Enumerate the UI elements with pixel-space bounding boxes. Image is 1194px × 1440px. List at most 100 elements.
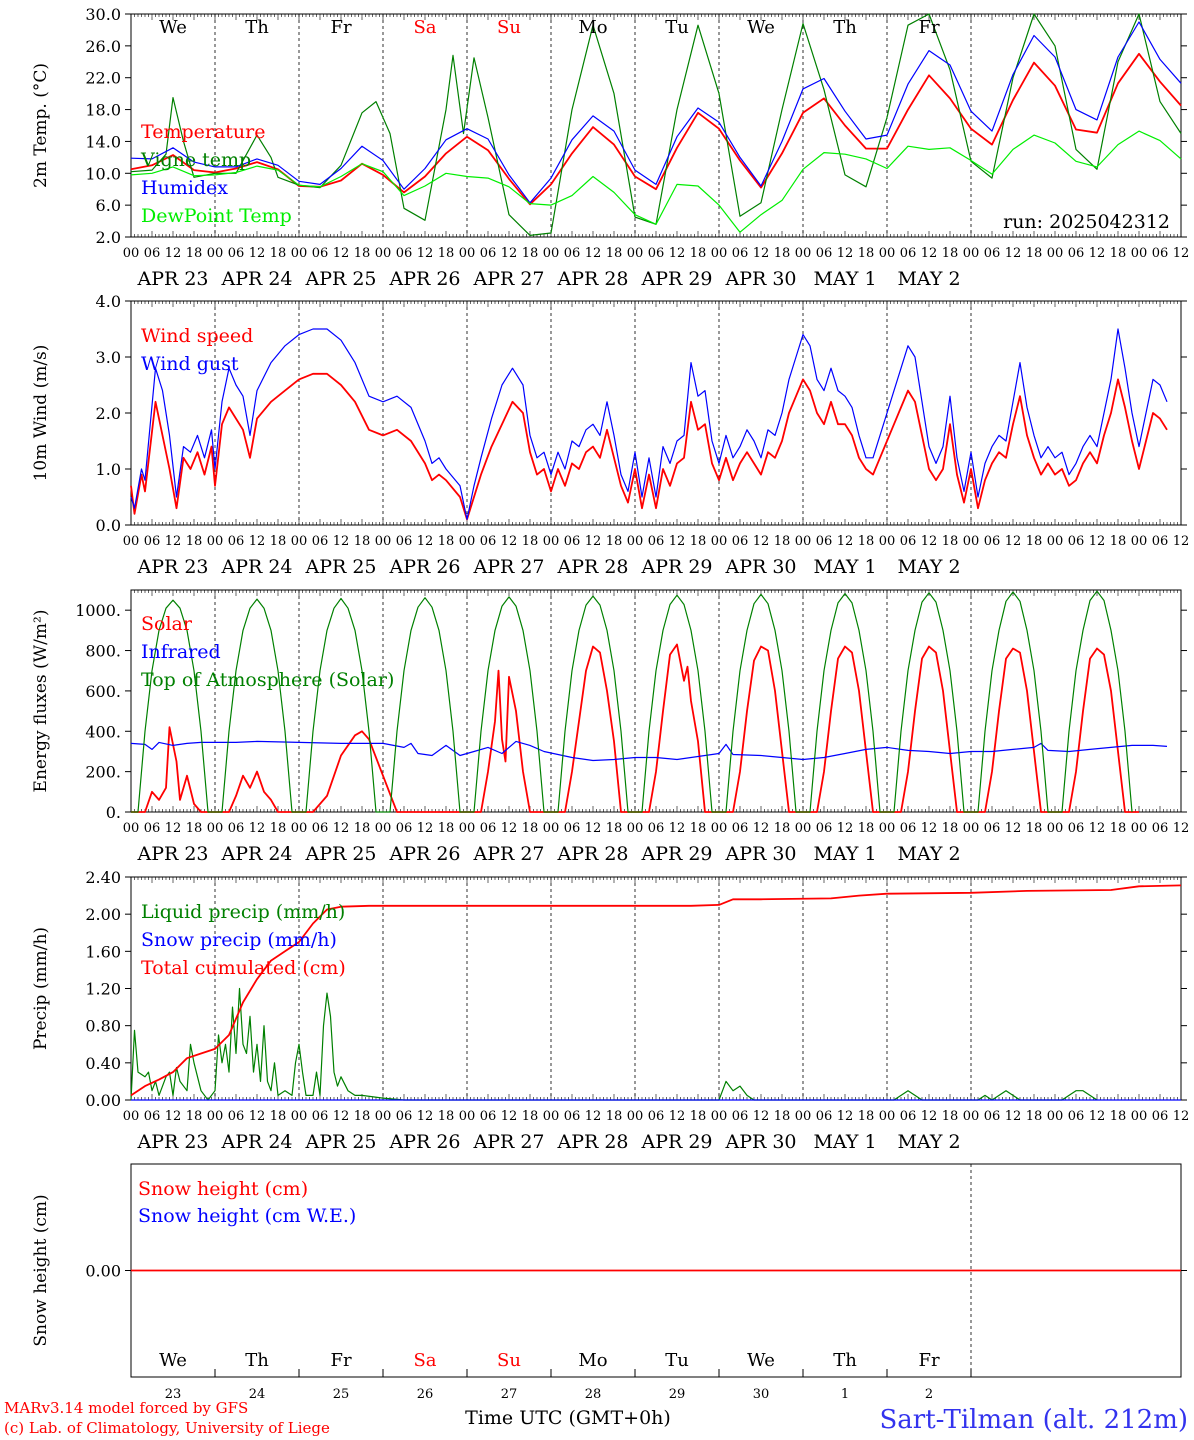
hour-tick-label: 18 bbox=[858, 821, 875, 836]
hour-tick-label: 12 bbox=[753, 246, 770, 261]
y-tick-label: 0.0 bbox=[96, 516, 121, 535]
day-name: Mo bbox=[578, 17, 607, 38]
day-name: Th bbox=[833, 17, 857, 38]
legend-entry: Vigne temp bbox=[140, 149, 251, 171]
hour-tick-label: 12 bbox=[837, 534, 854, 549]
date-label: APR 30 bbox=[724, 556, 796, 578]
y-axis-label: Precip (mm/h) bbox=[31, 927, 51, 1050]
hour-tick-label: 12 bbox=[501, 246, 518, 261]
hour-tick-label: 12 bbox=[417, 534, 434, 549]
date-label: APR 26 bbox=[388, 268, 460, 290]
date-label: APR 28 bbox=[556, 1131, 628, 1153]
hour-tick-label: 06 bbox=[984, 534, 1001, 549]
y-tick-label: 1.20 bbox=[85, 980, 121, 999]
hour-tick-label: 06 bbox=[1068, 1109, 1085, 1124]
series-line bbox=[130, 987, 1098, 1101]
hour-tick-label: 06 bbox=[732, 821, 749, 836]
hour-tick-label: 06 bbox=[144, 1109, 161, 1124]
hour-tick-label: 00 bbox=[207, 1109, 224, 1124]
hour-tick-label: 12 bbox=[1173, 534, 1190, 549]
hour-tick-label: 00 bbox=[123, 246, 140, 261]
legend-entry: Solar bbox=[141, 613, 193, 635]
date-label: MAY 1 bbox=[813, 843, 876, 865]
y-tick-label: 26.0 bbox=[85, 37, 121, 56]
series-line bbox=[131, 643, 1139, 813]
hour-tick-label: 12 bbox=[501, 821, 518, 836]
hour-tick-label: 12 bbox=[1089, 1109, 1106, 1124]
date-label: APR 26 bbox=[388, 1131, 460, 1153]
hour-tick-label: 12 bbox=[753, 1109, 770, 1124]
hour-tick-label: 06 bbox=[480, 1109, 497, 1124]
hour-tick-label: 12 bbox=[753, 534, 770, 549]
hour-tick-label: 12 bbox=[585, 534, 602, 549]
hour-tick-label: 12 bbox=[333, 246, 350, 261]
hour-tick-label: 06 bbox=[900, 1109, 917, 1124]
hour-tick-label: 06 bbox=[648, 821, 665, 836]
hour-tick-label: 06 bbox=[900, 246, 917, 261]
hour-tick-label: 00 bbox=[123, 821, 140, 836]
hour-tick-label: 00 bbox=[543, 246, 560, 261]
y-axis-label: Snow height (cm) bbox=[31, 1194, 51, 1346]
hour-tick-label: 06 bbox=[144, 821, 161, 836]
day-name: Fr bbox=[918, 17, 939, 38]
hour-tick-label: 18 bbox=[1110, 821, 1127, 836]
hour-tick-label: 12 bbox=[837, 1109, 854, 1124]
hour-tick-label: 06 bbox=[816, 246, 833, 261]
hour-tick-label: 12 bbox=[165, 821, 182, 836]
legend-entry: DewPoint Temp bbox=[141, 205, 292, 227]
hour-tick-label: 06 bbox=[396, 821, 413, 836]
hour-tick-label: 12 bbox=[1005, 1109, 1022, 1124]
y-tick-label: 2.00 bbox=[85, 905, 121, 924]
hour-tick-label: 00 bbox=[375, 1109, 392, 1124]
hour-tick-label: 06 bbox=[1152, 246, 1169, 261]
hour-tick-label: 00 bbox=[963, 534, 980, 549]
plot-frame bbox=[130, 589, 1182, 813]
panel-1: 00 06 12 18 00 06 12 18 00 06 12 18 00 06 12 18 00 06 12 18… bbox=[31, 5, 1189, 290]
hour-tick-label: 12 bbox=[333, 1109, 350, 1124]
hour-tick-label: 00 bbox=[1131, 534, 1148, 549]
hour-tick-label: 06 bbox=[312, 821, 329, 836]
y-tick-label: 22.0 bbox=[85, 69, 121, 88]
hour-tick-label: 18 bbox=[858, 534, 875, 549]
series-line bbox=[130, 372, 1168, 521]
hour-tick-label: 18 bbox=[438, 534, 455, 549]
hour-tick-label: 18 bbox=[1110, 534, 1127, 549]
hour-tick-label: 00 bbox=[1131, 246, 1148, 261]
hour-tick-label: 00 bbox=[207, 246, 224, 261]
hour-tick-label: 06 bbox=[144, 534, 161, 549]
hour-tick-label: 06 bbox=[228, 1109, 245, 1124]
legend-entry: Wind gust bbox=[141, 353, 239, 375]
hour-tick-label: 12 bbox=[585, 246, 602, 261]
hour-tick-label: 00 bbox=[711, 821, 728, 836]
hour-tick-label: 00 bbox=[879, 246, 896, 261]
hour-tick-label: 18 bbox=[774, 821, 791, 836]
hour-tick-label: 06 bbox=[1068, 246, 1085, 261]
hour-tick-label: 00 bbox=[795, 246, 812, 261]
hour-tick-label: 06 bbox=[312, 1109, 329, 1124]
date-label: MAY 2 bbox=[897, 268, 960, 290]
hour-tick-label: 18 bbox=[942, 534, 959, 549]
hour-tick-label: 00 bbox=[627, 534, 644, 549]
hour-tick-label: 18 bbox=[354, 534, 371, 549]
y-tick-label: 0. bbox=[106, 803, 121, 822]
time-axis-label: Time UTC (GMT+0h) bbox=[465, 1407, 671, 1429]
date-label: APR 24 bbox=[220, 268, 292, 290]
hour-tick-label: 18 bbox=[606, 246, 623, 261]
day-number: 23 bbox=[165, 1387, 182, 1402]
hour-tick-label: 00 bbox=[291, 246, 308, 261]
y-tick-label: 4.0 bbox=[96, 292, 121, 311]
hour-tick-label: 18 bbox=[354, 1109, 371, 1124]
date-label: MAY 1 bbox=[813, 268, 876, 290]
date-label: MAY 1 bbox=[813, 556, 876, 578]
hour-tick-label: 18 bbox=[606, 821, 623, 836]
hour-tick-label: 18 bbox=[1026, 1109, 1043, 1124]
day-number: 26 bbox=[417, 1387, 434, 1402]
y-tick-label: 0.40 bbox=[85, 1054, 121, 1073]
hour-tick-label: 18 bbox=[942, 1109, 959, 1124]
series-line bbox=[130, 130, 1182, 233]
hour-tick-label: 00 bbox=[711, 1109, 728, 1124]
day-name: Sa bbox=[413, 1350, 436, 1371]
day-name: Tu bbox=[665, 1350, 689, 1371]
hour-tick-label: 00 bbox=[291, 1109, 308, 1124]
y-tick-label: 14.0 bbox=[85, 132, 121, 151]
